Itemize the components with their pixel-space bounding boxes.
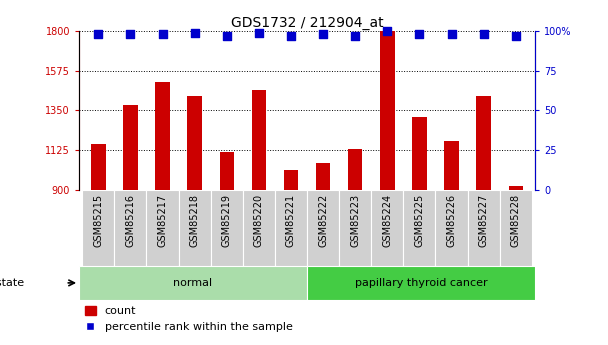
Text: normal: normal (173, 278, 213, 288)
Point (222, 33, 232, 39)
Text: GSM85217: GSM85217 (157, 194, 168, 247)
Bar (91, 144, 106, 190)
Point (254, 30, 264, 36)
Bar (508, 186, 523, 190)
Text: GSM85216: GSM85216 (125, 194, 136, 247)
Point (94, 31, 103, 37)
Text: GSM85219: GSM85219 (222, 194, 232, 247)
Text: GSM85227: GSM85227 (478, 194, 489, 247)
Text: papillary thyroid cancer: papillary thyroid cancer (354, 278, 488, 288)
Bar (187, 96, 202, 190)
FancyBboxPatch shape (243, 190, 275, 266)
Text: GSM85223: GSM85223 (350, 194, 360, 247)
Bar (444, 141, 459, 190)
Point (286, 33, 296, 39)
Bar (155, 82, 170, 190)
Point (318, 31, 328, 37)
FancyBboxPatch shape (211, 190, 243, 266)
Text: GSM85226: GSM85226 (446, 194, 457, 247)
FancyBboxPatch shape (339, 190, 371, 266)
Text: GSM85225: GSM85225 (415, 194, 424, 247)
FancyBboxPatch shape (307, 266, 535, 300)
Bar (348, 149, 362, 190)
FancyBboxPatch shape (147, 190, 179, 266)
FancyBboxPatch shape (307, 190, 339, 266)
FancyBboxPatch shape (435, 190, 468, 266)
Legend: count, percentile rank within the sample: count, percentile rank within the sample (85, 306, 292, 332)
FancyBboxPatch shape (79, 266, 307, 300)
Title: GDS1732 / 212904_at: GDS1732 / 212904_at (230, 16, 384, 30)
FancyBboxPatch shape (275, 190, 307, 266)
Text: GSM85220: GSM85220 (254, 194, 264, 247)
Point (126, 31, 136, 37)
Point (382, 28, 392, 34)
Bar (284, 170, 298, 190)
FancyBboxPatch shape (114, 190, 147, 266)
Bar (219, 152, 234, 190)
Bar (123, 105, 137, 190)
Bar (477, 96, 491, 190)
Text: disease state: disease state (0, 278, 24, 288)
Text: GSM85221: GSM85221 (286, 194, 296, 247)
FancyBboxPatch shape (403, 190, 435, 266)
Point (415, 31, 424, 37)
Bar (412, 117, 427, 190)
Point (350, 33, 360, 39)
FancyBboxPatch shape (82, 190, 114, 266)
Bar (252, 90, 266, 190)
Text: GSM85224: GSM85224 (382, 194, 392, 247)
Text: GSM85218: GSM85218 (190, 194, 199, 247)
Point (447, 31, 457, 37)
FancyBboxPatch shape (468, 190, 500, 266)
FancyBboxPatch shape (179, 190, 211, 266)
Point (190, 30, 199, 36)
Bar (316, 163, 330, 190)
Text: GSM85228: GSM85228 (511, 194, 521, 247)
Text: GSM85222: GSM85222 (318, 194, 328, 247)
FancyBboxPatch shape (500, 190, 532, 266)
Bar (380, 31, 395, 190)
Point (478, 31, 488, 37)
FancyBboxPatch shape (371, 190, 403, 266)
Text: GSM85215: GSM85215 (93, 194, 103, 247)
Point (511, 33, 520, 39)
Point (157, 31, 167, 37)
